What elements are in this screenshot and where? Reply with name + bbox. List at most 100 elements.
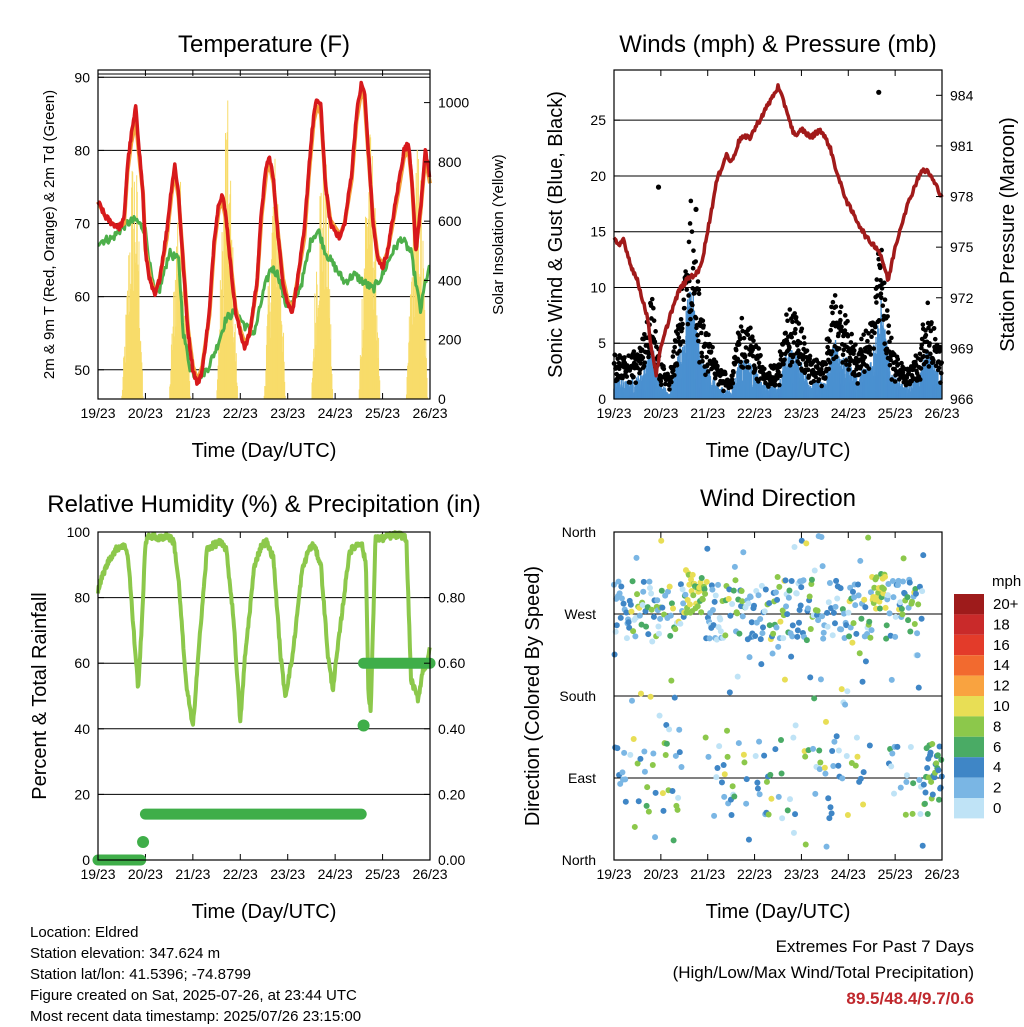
legend-label: 6 bbox=[993, 739, 1001, 756]
y-tick-label: 40 bbox=[74, 721, 90, 737]
direction-point bbox=[819, 563, 826, 570]
gust-point bbox=[847, 362, 852, 368]
direction-point bbox=[859, 678, 866, 685]
direction-point bbox=[884, 592, 891, 599]
y-axis-label: 2m & 9m T (Red, Orange) & 2m Td (Green) bbox=[41, 90, 58, 379]
direction-point bbox=[788, 653, 795, 660]
direction-point bbox=[712, 592, 719, 599]
direction-point bbox=[731, 793, 738, 800]
direction-point bbox=[843, 622, 850, 629]
y-right-tick-label: 0.60 bbox=[438, 655, 465, 671]
x-tick-label: 26/23 bbox=[412, 866, 447, 882]
direction-point bbox=[686, 601, 693, 608]
direction-point bbox=[766, 622, 773, 629]
gust-point bbox=[641, 363, 647, 369]
direction-point bbox=[757, 636, 764, 643]
panel-humidity: Relative Humidity (%) & Precipitation (i… bbox=[29, 491, 481, 923]
direction-point bbox=[777, 618, 784, 625]
y-tick-label: 80 bbox=[74, 590, 90, 606]
gust-point bbox=[833, 304, 839, 309]
direction-point bbox=[677, 581, 684, 588]
gust-point bbox=[676, 335, 682, 340]
legend-swatch bbox=[954, 777, 984, 798]
direction-point bbox=[652, 834, 659, 841]
gust-point bbox=[671, 349, 676, 354]
direction-point bbox=[615, 578, 622, 585]
direction-point bbox=[698, 574, 705, 581]
gust-point bbox=[683, 269, 688, 274]
direction-point bbox=[704, 545, 711, 552]
direction-point bbox=[702, 734, 709, 741]
gust-point bbox=[805, 367, 811, 373]
gust-point bbox=[672, 372, 677, 378]
direction-point bbox=[835, 747, 842, 754]
gust-point bbox=[751, 338, 756, 343]
direction-point bbox=[636, 612, 643, 619]
direction-point bbox=[777, 737, 784, 744]
x-axis-label: Time (Day/UTC) bbox=[706, 440, 851, 462]
gust-point bbox=[680, 339, 686, 344]
gust-point bbox=[862, 369, 867, 374]
gust-point bbox=[738, 359, 744, 365]
direction-point bbox=[851, 594, 858, 601]
x-tick-label: 19/23 bbox=[80, 866, 115, 882]
direction-point bbox=[824, 623, 831, 630]
direction-point bbox=[756, 738, 763, 745]
direction-point bbox=[754, 785, 761, 792]
direction-point bbox=[722, 632, 729, 639]
gust-point bbox=[842, 328, 848, 333]
direction-point bbox=[667, 612, 674, 619]
gust-point bbox=[861, 332, 866, 337]
gust-point bbox=[705, 369, 711, 374]
recent-timestamp-text: Most recent data timestamp: 2025/07/26 2… bbox=[30, 1008, 362, 1025]
y-tick-label: 60 bbox=[74, 289, 90, 305]
gust-point bbox=[929, 320, 934, 325]
gust-point bbox=[677, 348, 682, 354]
direction-point bbox=[792, 811, 799, 818]
panel-wind-direction: Wind Direction 19/23 20/23 21/23 22/23 23/23 2… bbox=[522, 485, 1021, 923]
x-tick-label: 25/23 bbox=[365, 866, 400, 882]
gust-point bbox=[750, 334, 755, 339]
direction-point bbox=[844, 811, 851, 818]
direction-point bbox=[849, 639, 856, 646]
direction-point bbox=[770, 630, 777, 637]
gust-point bbox=[869, 334, 874, 340]
direction-point bbox=[892, 613, 899, 620]
direction-point bbox=[616, 590, 623, 597]
gust-point bbox=[918, 366, 924, 371]
direction-point bbox=[623, 609, 630, 616]
gust-point bbox=[652, 339, 658, 344]
extremes-box: Extremes For Past 7 Days (High/Low/Max W… bbox=[673, 934, 974, 1012]
gust-point bbox=[842, 313, 848, 318]
direction-point bbox=[678, 764, 685, 771]
chart-title: Wind Direction bbox=[700, 485, 856, 512]
direction-point bbox=[760, 624, 767, 631]
legend-swatch bbox=[954, 798, 984, 819]
direction-point bbox=[736, 630, 743, 637]
direction-point bbox=[887, 746, 894, 753]
direction-point bbox=[915, 684, 922, 691]
direction-point bbox=[920, 552, 927, 559]
gust-point bbox=[787, 307, 793, 312]
gust-point bbox=[744, 358, 750, 364]
gust-point bbox=[878, 291, 884, 296]
gust-point bbox=[885, 314, 890, 319]
gust-point bbox=[699, 330, 704, 336]
direction-point bbox=[850, 620, 857, 627]
direction-point bbox=[659, 604, 666, 611]
direction-point bbox=[857, 775, 864, 782]
y-tick-label: West bbox=[564, 606, 596, 622]
direction-point bbox=[886, 610, 893, 617]
direction-point bbox=[846, 633, 853, 640]
legend-label: 18 bbox=[993, 616, 1010, 633]
gust-point bbox=[688, 308, 694, 313]
direction-point bbox=[824, 609, 831, 616]
direction-point bbox=[929, 741, 936, 748]
direction-point bbox=[698, 609, 705, 616]
direction-point bbox=[822, 718, 829, 725]
gust-point bbox=[682, 305, 687, 311]
gust-point bbox=[931, 357, 936, 363]
y-right-axis-label: Solar Insolation (Yellow) bbox=[490, 154, 507, 314]
gust-point bbox=[866, 366, 872, 371]
x-tick-label: 26/23 bbox=[412, 405, 447, 421]
